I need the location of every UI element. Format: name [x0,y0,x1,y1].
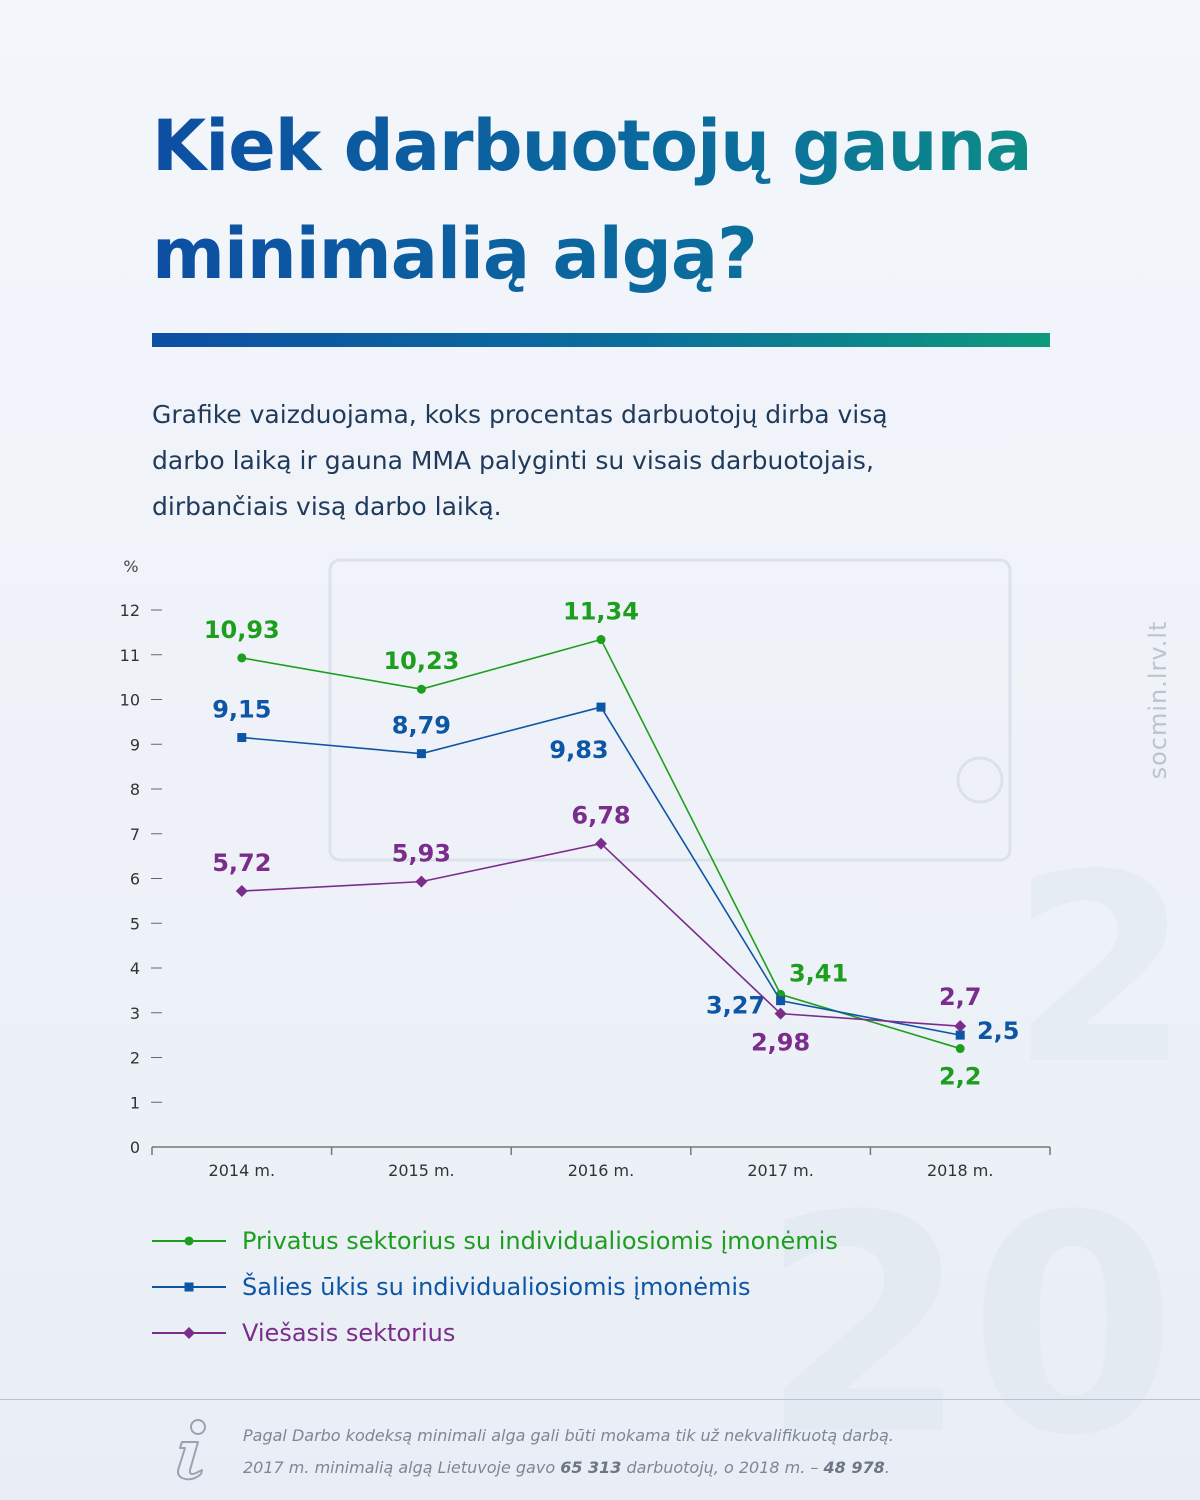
data-label: 11,34 [563,598,639,626]
data-point-marker [955,1030,965,1040]
footnote-value-2018: 48 978 [823,1458,885,1477]
data-label: 2,2 [939,1063,982,1091]
data-point-marker [235,885,248,898]
legend-circle-marker-icon [152,1236,226,1246]
footnote-text: darbuotojų, o 2018 m. – [621,1458,824,1477]
y-tick-label: 4 [130,959,140,978]
y-tick-label: 8 [130,780,140,799]
x-tick-label: 2014 m. [209,1161,275,1180]
data-point-marker [416,684,426,694]
y-tick-label: 3 [130,1004,140,1023]
title-line-1: Kiek darbuotojų gauna [152,105,1032,187]
description-line-1: Grafike vaizduojama, koks procentas darb… [152,400,888,429]
legend-label: Šalies ūkis su individualiosiomis įmonėm… [242,1273,751,1301]
legend-item-national-economy: Šalies ūkis su individualiosiomis įmonėm… [152,1264,838,1310]
legend-label: Privatus sektorius su individualiosiomis… [242,1227,838,1255]
legend-item-private-sector: Privatus sektorius su individualiosiomis… [152,1218,838,1264]
y-tick-label: 1 [130,1093,140,1112]
data-label: 3,41 [789,959,848,987]
data-label: 5,72 [212,849,271,877]
data-point-marker [237,733,247,743]
data-label: 5,93 [392,840,451,868]
legend-diamond-marker-icon [152,1327,226,1339]
footer-divider [0,1399,1200,1400]
footnote-text: . [884,1458,890,1477]
x-tick-label: 2017 m. [747,1161,813,1180]
y-tick-label: 12 [120,601,140,620]
legend-item-public-sector: Viešasis sektorius [152,1310,838,1356]
data-label: 2,5 [977,1017,1020,1045]
y-tick-label: 10 [120,691,140,710]
data-point-marker [596,702,606,712]
chart-legend: Privatus sektorius su individualiosiomis… [152,1218,838,1356]
data-point-marker [596,635,606,645]
footnote-value-2017: 65 313 [560,1458,622,1477]
data-label: 8,79 [392,712,451,740]
legend-label: Viešasis sektorius [242,1319,456,1347]
description-line-2: darbo laiką ir gauna MMA palyginti su vi… [152,446,874,475]
data-point-marker [954,1020,967,1033]
x-tick-label: 2016 m. [568,1161,634,1180]
y-tick-label: 11 [120,646,140,665]
y-tick-label: 9 [130,735,140,754]
data-label: 9,15 [212,696,271,724]
data-label: 2,7 [939,983,982,1011]
title-line-2: minimalią algą? [152,213,757,295]
x-tick-label: 2018 m. [927,1161,993,1180]
data-point-marker [237,653,247,663]
info-icon [177,1419,206,1481]
data-point-marker [415,875,428,888]
data-label: 10,23 [383,647,459,675]
y-tick-label: 2 [130,1049,140,1068]
description-line-3: dirbančiais visą darbo laiką. [152,492,502,521]
data-point-marker [776,996,786,1006]
x-tick-label: 2015 m. [388,1161,454,1180]
y-tick-label: 7 [130,825,140,844]
data-point-marker [955,1044,965,1054]
y-tick-label: 0 [130,1138,140,1157]
y-axis-unit-label: % [123,557,138,576]
y-tick-label: 5 [130,914,140,933]
data-point-marker [774,1007,787,1020]
website-watermark: socmin.lrv.lt [1144,620,1172,780]
footnote-text: 2017 m. minimalią algą Lietuvoje gavo [243,1458,561,1477]
data-point-marker [595,837,607,850]
data-label: 9,83 [549,736,608,764]
footnote: Pagal Darbo kodeksą minimali alga gali b… [243,1420,1143,1484]
footnote-line-1: Pagal Darbo kodeksą minimali alga gali b… [243,1426,894,1445]
data-point-marker [416,749,426,759]
footnote-line-2: 2017 m. minimalią algą Lietuvoje gavo 65… [243,1452,1143,1484]
y-tick-label: 6 [130,870,140,889]
data-label: 2,98 [751,1029,810,1057]
chart-description: Grafike vaizduojama, koks procentas darb… [152,392,1052,530]
legend-square-marker-icon [152,1282,226,1292]
data-label: 3,27 [706,992,765,1020]
page-title: Kiek darbuotojų gauna minimalią algą? [152,92,1152,308]
data-label: 10,93 [204,616,280,644]
title-underline [152,333,1050,347]
series-line-3 [241,842,961,1027]
data-label: 6,78 [571,802,630,830]
